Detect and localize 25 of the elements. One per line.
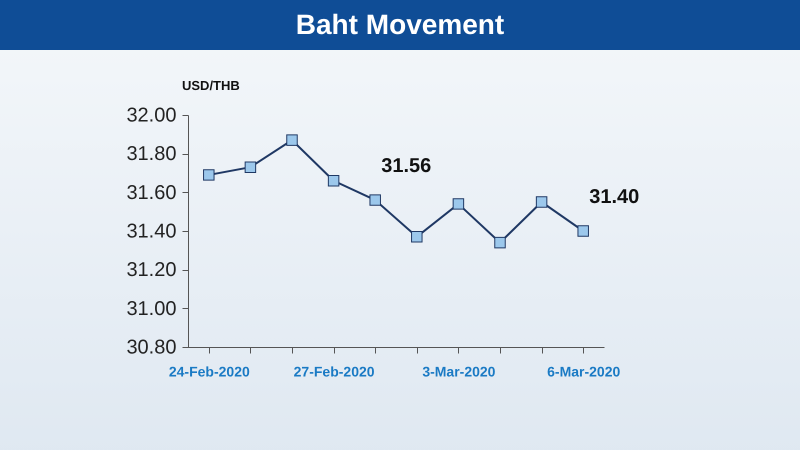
point [411, 231, 423, 243]
data-label: 31.40 [589, 186, 640, 208]
y-tick-label: 31.20 [126, 259, 176, 282]
y-tick-label: 32.00 [126, 104, 176, 126]
x-tick-label: 24-Feb-2020 [168, 364, 250, 380]
y-tick-label: 31.40 [126, 220, 176, 242]
y-tick-label: 30.80 [126, 336, 176, 358]
point [577, 225, 589, 237]
point [244, 161, 256, 173]
y-tick-label: 31.60 [126, 182, 176, 204]
y-axis-title: USD/THB [182, 78, 240, 93]
y-tick-label: 31.80 [126, 143, 176, 166]
chart-title: Baht Movement [0, 0, 800, 50]
x-tick-label: 6-Mar-2020 [547, 364, 620, 380]
point [286, 134, 298, 146]
x-tick-label: 27-Feb-2020 [294, 364, 375, 380]
point [328, 174, 340, 186]
y-tick-label: 31.00 [126, 298, 176, 320]
point [369, 194, 381, 206]
point [494, 236, 506, 248]
data-label: 31.56 [381, 155, 432, 178]
point [536, 196, 548, 208]
point [203, 169, 215, 181]
point [452, 198, 464, 210]
x-tick-label: 3-Mar-2020 [422, 364, 496, 380]
